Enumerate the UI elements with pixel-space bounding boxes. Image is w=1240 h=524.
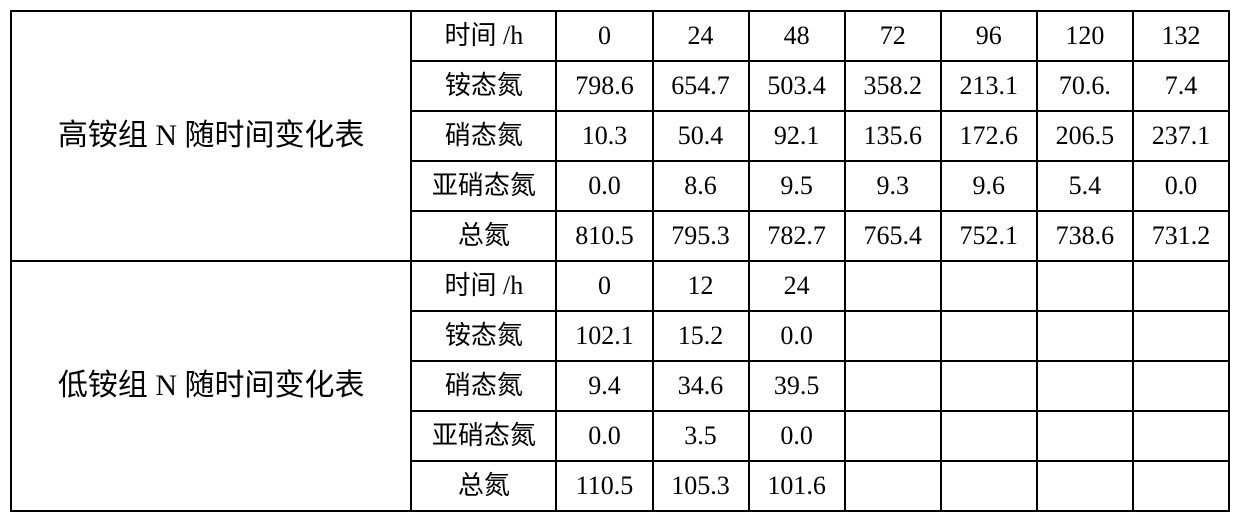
cell	[1037, 261, 1133, 311]
cell: 70.6.	[1037, 61, 1133, 111]
cell: 3.5	[653, 411, 749, 461]
cell	[1133, 261, 1229, 311]
cell	[941, 461, 1037, 511]
cell: 0	[556, 261, 652, 311]
cell: 110.5	[556, 461, 652, 511]
cell: 738.6	[1037, 211, 1133, 261]
cell	[941, 311, 1037, 361]
cell: 24	[653, 11, 749, 61]
cell: 358.2	[845, 61, 941, 111]
row-label: 亚硝态氮	[411, 411, 556, 461]
cell: 120	[1037, 11, 1133, 61]
cell: 172.6	[941, 111, 1037, 161]
cell: 132	[1133, 11, 1229, 61]
cell: 10.3	[556, 111, 652, 161]
cell: 15.2	[653, 311, 749, 361]
cell: 0	[556, 11, 652, 61]
cell: 0.0	[556, 411, 652, 461]
cell: 7.4	[1133, 61, 1229, 111]
cell: 795.3	[653, 211, 749, 261]
cell	[1037, 461, 1133, 511]
cell: 102.1	[556, 311, 652, 361]
table-row: 高铵组 N 随时间变化表 时间 /h 0 24 48 72 96 120 132	[11, 11, 1229, 61]
cell: 24	[749, 261, 845, 311]
cell: 48	[749, 11, 845, 61]
cell: 9.6	[941, 161, 1037, 211]
cell: 782.7	[749, 211, 845, 261]
cell	[941, 361, 1037, 411]
group-title-high: 高铵组 N 随时间变化表	[11, 11, 411, 261]
cell: 503.4	[749, 61, 845, 111]
cell: 72	[845, 11, 941, 61]
cell: 0.0	[556, 161, 652, 211]
row-label: 硝态氮	[411, 111, 556, 161]
nitrogen-table: 高铵组 N 随时间变化表 时间 /h 0 24 48 72 96 120 132…	[10, 10, 1230, 512]
cell: 798.6	[556, 61, 652, 111]
cell	[1133, 461, 1229, 511]
cell	[1133, 411, 1229, 461]
row-label: 总氮	[411, 211, 556, 261]
cell	[941, 261, 1037, 311]
cell: 9.4	[556, 361, 652, 411]
group-title-low: 低铵组 N 随时间变化表	[11, 261, 411, 511]
cell	[845, 411, 941, 461]
cell	[1037, 311, 1133, 361]
cell: 9.3	[845, 161, 941, 211]
cell: 101.6	[749, 461, 845, 511]
cell: 206.5	[1037, 111, 1133, 161]
cell	[845, 311, 941, 361]
cell: 654.7	[653, 61, 749, 111]
cell: 135.6	[845, 111, 941, 161]
cell: 12	[653, 261, 749, 311]
row-label: 硝态氮	[411, 361, 556, 411]
table-row: 低铵组 N 随时间变化表 时间 /h 0 12 24	[11, 261, 1229, 311]
row-label: 总氮	[411, 461, 556, 511]
cell: 105.3	[653, 461, 749, 511]
row-label: 铵态氮	[411, 311, 556, 361]
cell: 213.1	[941, 61, 1037, 111]
cell	[941, 411, 1037, 461]
cell: 9.5	[749, 161, 845, 211]
cell: 8.6	[653, 161, 749, 211]
cell: 0.0	[749, 311, 845, 361]
cell: 752.1	[941, 211, 1037, 261]
cell	[845, 461, 941, 511]
row-label: 铵态氮	[411, 61, 556, 111]
cell	[845, 361, 941, 411]
cell: 34.6	[653, 361, 749, 411]
cell	[845, 261, 941, 311]
cell: 237.1	[1133, 111, 1229, 161]
cell: 92.1	[749, 111, 845, 161]
cell: 96	[941, 11, 1037, 61]
cell: 39.5	[749, 361, 845, 411]
cell: 50.4	[653, 111, 749, 161]
row-label: 时间 /h	[411, 261, 556, 311]
cell: 5.4	[1037, 161, 1133, 211]
row-label: 亚硝态氮	[411, 161, 556, 211]
cell	[1037, 411, 1133, 461]
cell: 810.5	[556, 211, 652, 261]
cell	[1133, 311, 1229, 361]
cell: 0.0	[1133, 161, 1229, 211]
cell: 0.0	[749, 411, 845, 461]
row-label: 时间 /h	[411, 11, 556, 61]
cell: 765.4	[845, 211, 941, 261]
cell	[1133, 361, 1229, 411]
cell	[1037, 361, 1133, 411]
cell: 731.2	[1133, 211, 1229, 261]
